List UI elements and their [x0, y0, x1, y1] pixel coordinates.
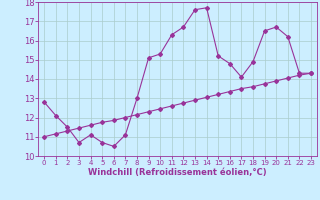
X-axis label: Windchill (Refroidissement éolien,°C): Windchill (Refroidissement éolien,°C) [88, 168, 267, 177]
